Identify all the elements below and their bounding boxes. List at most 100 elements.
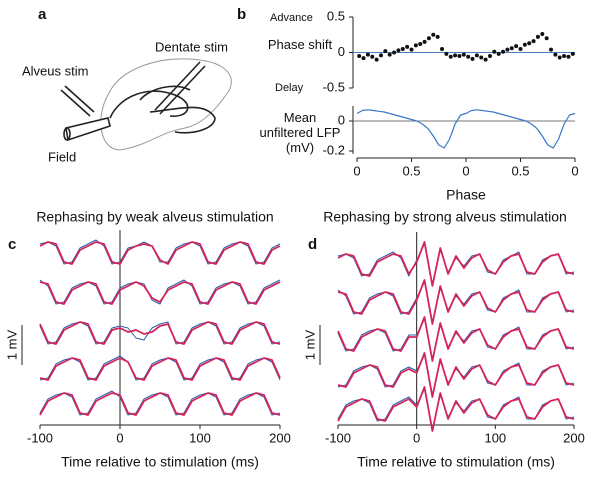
x-tick-label: 0	[413, 430, 420, 445]
trace	[39, 392, 281, 416]
x-tick-label: 200	[563, 430, 585, 445]
point	[535, 34, 540, 39]
point	[448, 54, 453, 59]
point	[405, 44, 410, 49]
point	[387, 52, 392, 57]
trace	[337, 279, 575, 325]
y-tick-label: 0	[338, 112, 345, 127]
x-tick-label: 0.5	[402, 163, 420, 178]
point	[370, 54, 375, 59]
point	[365, 52, 370, 57]
y-axis-label: Phase shift	[267, 37, 333, 52]
point	[413, 43, 418, 48]
point	[527, 41, 532, 46]
panel-label: a	[38, 6, 47, 23]
point	[549, 47, 554, 52]
point	[505, 47, 510, 52]
scale-bar-label: 1 mV	[302, 330, 317, 361]
point	[540, 32, 545, 37]
hippocampus-schematic	[60, 58, 232, 151]
panel-label: b	[237, 6, 246, 23]
point	[479, 55, 484, 60]
point	[426, 36, 431, 41]
trace	[39, 321, 281, 345]
trace	[39, 357, 281, 381]
point	[501, 49, 506, 54]
point	[566, 54, 571, 59]
point	[457, 54, 462, 59]
point	[562, 54, 567, 59]
annotation: Advance	[270, 12, 313, 24]
point	[374, 57, 379, 62]
point	[514, 44, 519, 49]
x-tick-label: 0	[571, 163, 578, 178]
x-tick-label: 0	[353, 163, 360, 178]
y-axis-label: Mean unfiltered LFP (mV)	[259, 110, 341, 155]
y-tick-label: -0.2	[323, 142, 345, 157]
point	[361, 56, 366, 61]
x-tick-label: 0	[462, 163, 469, 178]
point	[496, 51, 501, 56]
x-tick-label: 200	[269, 430, 291, 445]
point	[492, 49, 497, 54]
point	[509, 46, 514, 51]
trace	[337, 241, 575, 287]
point	[466, 54, 471, 59]
trace	[337, 318, 575, 360]
trace	[337, 243, 575, 285]
x-tick-label: 100	[484, 430, 506, 445]
chart-title: Rephasing by strong alveus stimulation	[323, 209, 567, 225]
point	[461, 52, 466, 57]
x-tick-label: 100	[189, 430, 211, 445]
point	[557, 55, 562, 60]
panel-label: d	[308, 236, 317, 253]
point	[483, 57, 488, 62]
point	[487, 54, 492, 59]
diagram-label: Field	[48, 149, 76, 164]
diagram-label: Alveus stim	[22, 63, 88, 78]
diagram-label: Dentate stim	[155, 39, 228, 54]
x-axis-label: Time relative to stimulation (ms)	[357, 454, 555, 470]
x-tick-label: -100	[325, 430, 351, 445]
point	[409, 47, 414, 52]
line	[356, 109, 576, 149]
y-tick-label: 0.5	[327, 8, 345, 23]
panel-label: c	[8, 236, 16, 253]
point	[518, 46, 523, 51]
x-tick-label: 0	[116, 430, 123, 445]
point	[444, 51, 449, 56]
annotation: Delay	[275, 82, 304, 94]
point	[440, 46, 445, 51]
point	[418, 41, 423, 46]
x-axis-label: Time relative to stimulation (ms)	[61, 454, 259, 470]
point	[531, 39, 536, 44]
x-tick-label: -100	[27, 430, 53, 445]
trace	[337, 316, 575, 362]
point	[422, 39, 427, 44]
trace	[337, 386, 575, 432]
chart-title: Rephasing by weak alveus stimulation	[36, 209, 273, 225]
point	[522, 42, 527, 47]
point	[453, 53, 458, 58]
trace	[337, 352, 575, 398]
point	[553, 52, 558, 57]
trace	[337, 281, 575, 323]
point	[544, 36, 549, 41]
x-tick-label: 0.5	[511, 163, 529, 178]
point	[570, 51, 575, 56]
y-tick-label: 0	[338, 44, 345, 59]
point	[431, 32, 436, 37]
point	[378, 53, 383, 58]
point	[470, 56, 475, 61]
trace	[337, 354, 575, 396]
point	[474, 53, 479, 58]
point	[392, 50, 397, 55]
trace	[39, 281, 281, 305]
x-axis-label: Phase	[446, 187, 486, 203]
point	[396, 48, 401, 53]
scale-bar-label: 1 mV	[4, 330, 19, 361]
point	[383, 49, 388, 54]
point	[400, 46, 405, 51]
